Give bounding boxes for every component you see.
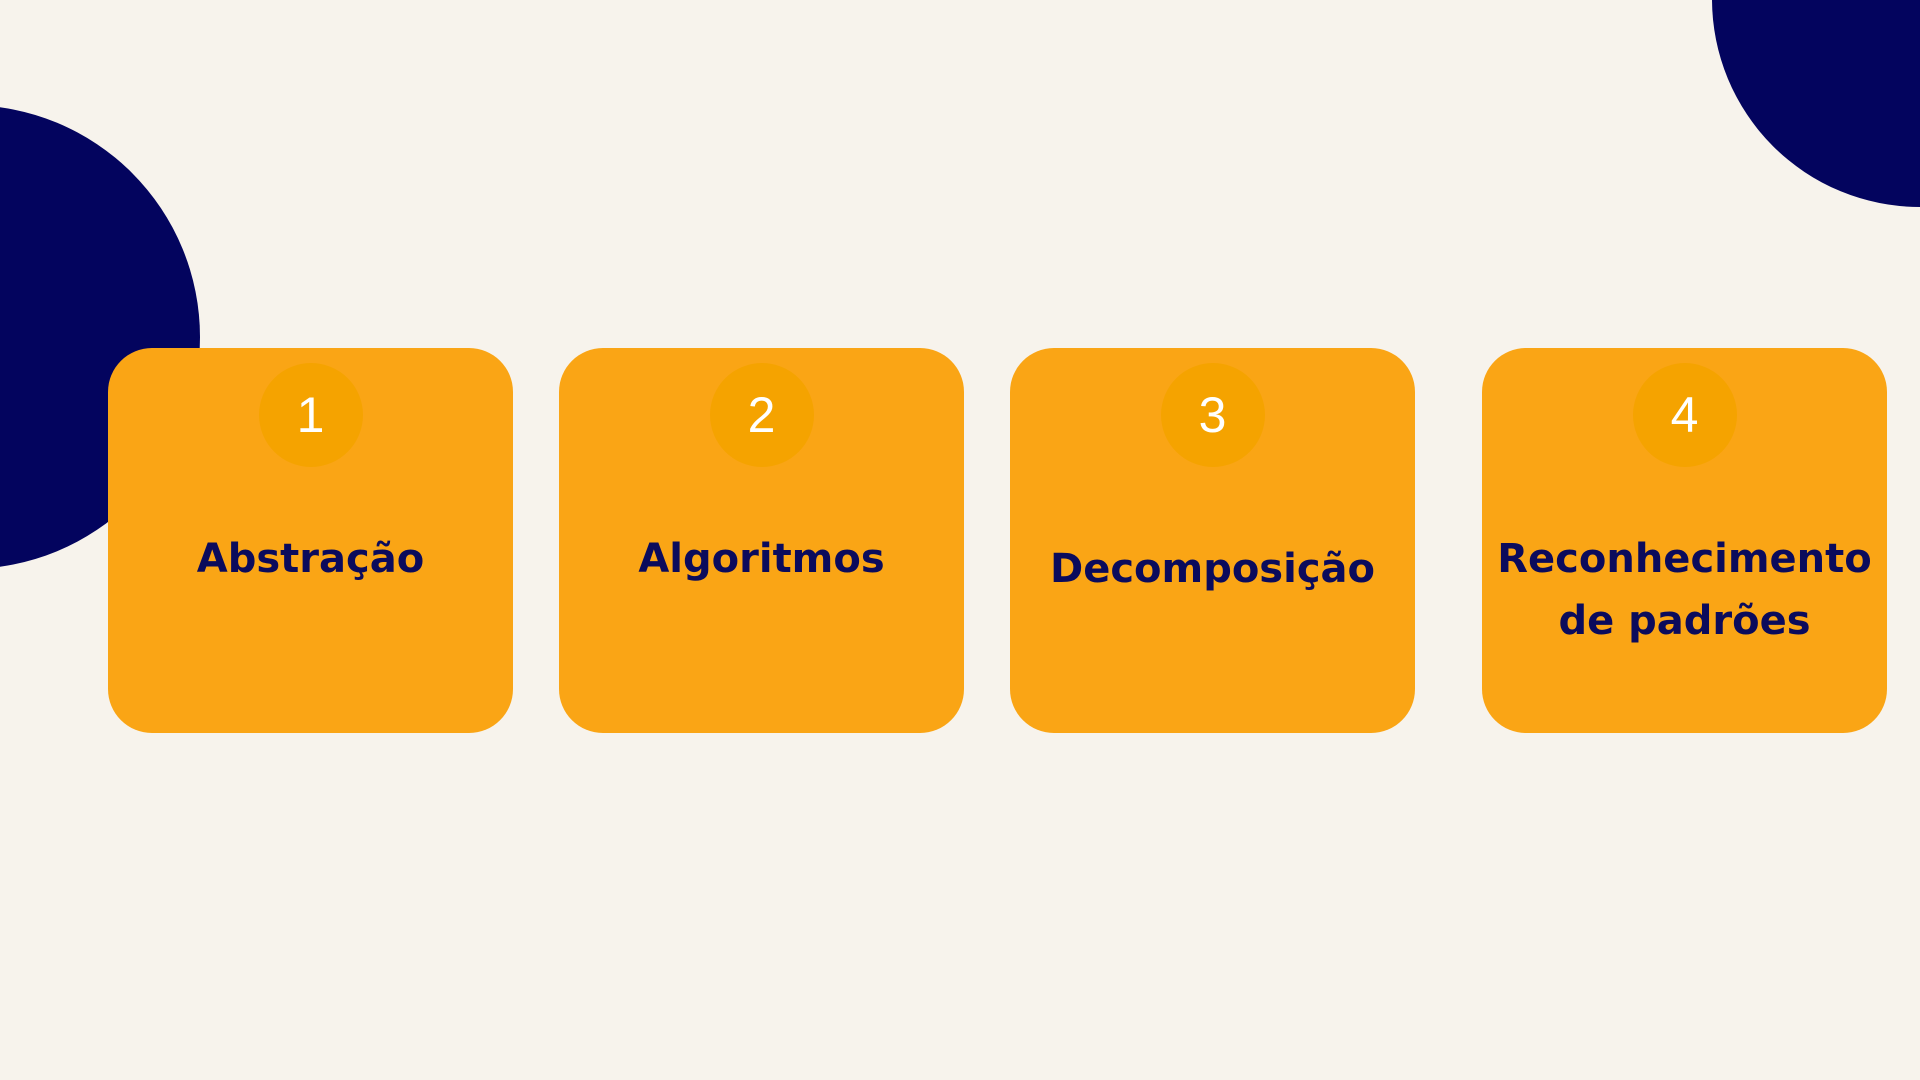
step-label: Reconhecimento de padrões bbox=[1497, 536, 1872, 644]
step-number-badge: 4 bbox=[1632, 363, 1737, 467]
step-label: Abstração bbox=[196, 536, 425, 582]
step-label: Decomposição bbox=[1049, 546, 1376, 592]
step-number-badge: 3 bbox=[1160, 363, 1265, 467]
step-card-3: 3 Decomposição bbox=[1010, 348, 1415, 733]
decorative-circle-top-right bbox=[1712, 0, 1920, 207]
step-number-badge: 1 bbox=[258, 363, 363, 467]
step-card-1: 1 Abstração bbox=[108, 348, 513, 733]
step-card-4: 4 Reconhecimento de padrões bbox=[1482, 348, 1887, 733]
step-number-badge: 2 bbox=[709, 363, 814, 467]
step-label: Algoritmos bbox=[638, 536, 885, 582]
step-card-2: 2 Algoritmos bbox=[559, 348, 964, 733]
